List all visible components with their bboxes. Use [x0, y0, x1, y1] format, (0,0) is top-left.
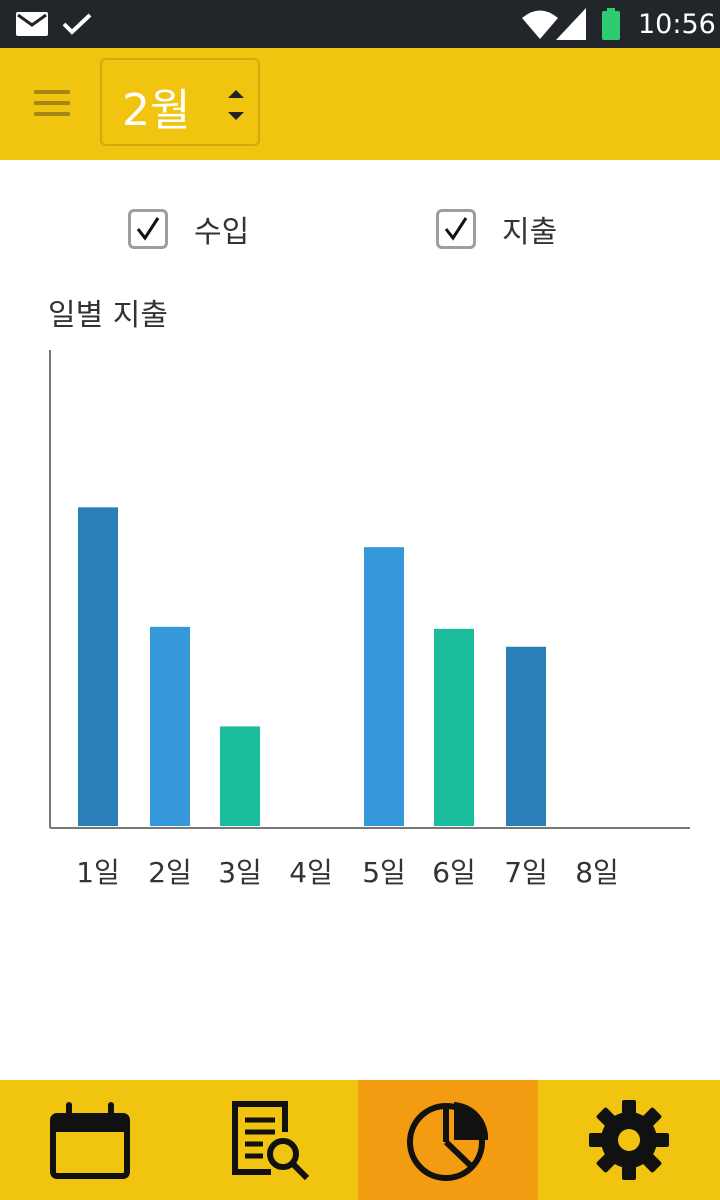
status-bar: 10:56	[0, 0, 720, 48]
bar-1[interactable]	[78, 507, 118, 826]
app-header: 2월	[0, 48, 720, 160]
x-tick-label: 2일	[148, 856, 192, 889]
expense-filter[interactable]: 지출	[436, 206, 557, 252]
battery-icon	[602, 0, 620, 48]
bar-5[interactable]	[364, 547, 404, 826]
daily-expense-chart: 1일 2일 3일 4일 5일 6일 7일 8일	[40, 340, 700, 900]
nav-statistics[interactable]	[358, 1080, 538, 1200]
month-label: 2월	[122, 85, 191, 136]
expense-checkbox[interactable]	[436, 209, 476, 249]
x-tick-label: 4일	[289, 856, 333, 889]
mail-icon	[16, 0, 48, 48]
bar-3[interactable]	[220, 726, 260, 826]
month-selector[interactable]: 2월	[100, 58, 260, 146]
checkmark-icon	[136, 217, 160, 241]
spinner-arrows-icon	[228, 90, 244, 120]
document-search-icon	[232, 1101, 310, 1181]
income-checkbox[interactable]	[128, 209, 168, 249]
menu-button[interactable]	[30, 84, 74, 124]
income-filter[interactable]: 수입	[128, 206, 249, 252]
x-tick-label: 1일	[76, 856, 120, 889]
bar-6[interactable]	[434, 628, 474, 826]
signal-icon	[556, 0, 588, 48]
checkmark-icon	[444, 217, 468, 241]
income-filter-label: 수입	[194, 215, 250, 250]
expense-filter-label: 지출	[502, 215, 558, 250]
nav-calendar[interactable]	[0, 1080, 180, 1200]
bar-chart: 1일 2일 3일 4일 5일 6일 7일 8일	[49, 350, 690, 889]
check-icon	[62, 0, 92, 48]
x-tick-label: 3일	[218, 856, 262, 889]
bar-2[interactable]	[150, 626, 190, 826]
calendar-icon	[50, 1102, 130, 1179]
nav-settings[interactable]	[538, 1080, 720, 1200]
bottom-navigation	[0, 1080, 720, 1200]
chart-title: 일별 지출	[48, 298, 168, 333]
gear-icon	[589, 1100, 669, 1180]
x-tick-label: 7일	[504, 856, 548, 889]
wifi-icon	[522, 0, 558, 48]
x-tick-label: 6일	[432, 856, 476, 889]
nav-search-list[interactable]	[180, 1080, 358, 1200]
x-tick-label: 8일	[575, 856, 619, 889]
bar-7[interactable]	[506, 646, 546, 826]
status-time: 10:56	[638, 8, 716, 40]
pie-chart-icon	[407, 1102, 489, 1181]
x-tick-label: 5일	[362, 856, 406, 889]
menu-icon	[34, 90, 70, 94]
